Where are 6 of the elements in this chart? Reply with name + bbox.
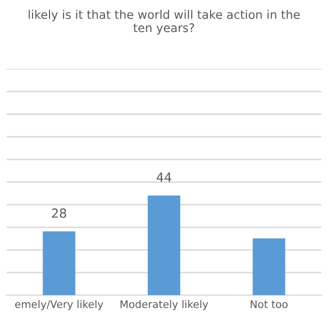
x-tick-label: emely/Very likely	[15, 300, 104, 310]
text: 28	[52, 208, 66, 218]
chart-title: likely is it that the world will take action in the ten years?	[28, 10, 300, 34]
text: 44	[156, 172, 172, 182]
x-tick-label: Moderately likely	[120, 300, 208, 310]
x-tick-label: Not too	[250, 300, 288, 308]
